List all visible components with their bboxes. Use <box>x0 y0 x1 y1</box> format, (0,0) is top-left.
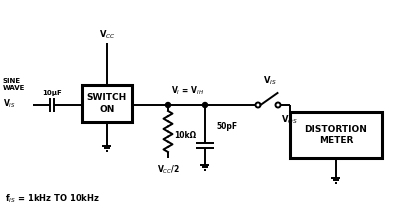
Circle shape <box>165 102 171 107</box>
Text: 10µF: 10µF <box>42 90 62 96</box>
Text: V$_{CC}$: V$_{CC}$ <box>98 29 115 41</box>
Text: DISTORTION
METER: DISTORTION METER <box>305 125 368 145</box>
Circle shape <box>255 102 260 107</box>
Circle shape <box>275 102 281 107</box>
Bar <box>82 85 132 122</box>
Text: V$_{CC}$/2: V$_{CC}$/2 <box>156 163 179 175</box>
Text: V$_{IS}$: V$_{IS}$ <box>263 75 277 87</box>
Text: 50pF: 50pF <box>216 122 237 131</box>
Circle shape <box>203 102 208 107</box>
Text: f$_{IS}$ = 1kHz TO 10kHz: f$_{IS}$ = 1kHz TO 10kHz <box>5 192 100 205</box>
Text: SWITCH
ON: SWITCH ON <box>87 94 127 114</box>
Text: V$_{OS}$: V$_{OS}$ <box>281 113 298 126</box>
Text: V$_{IS}$: V$_{IS}$ <box>3 97 16 109</box>
Text: V$_I$ = V$_{IH}$: V$_I$ = V$_{IH}$ <box>171 85 204 97</box>
Text: 10kΩ: 10kΩ <box>175 131 197 140</box>
Text: SINE
WAVE: SINE WAVE <box>3 78 25 91</box>
Bar <box>290 112 382 158</box>
